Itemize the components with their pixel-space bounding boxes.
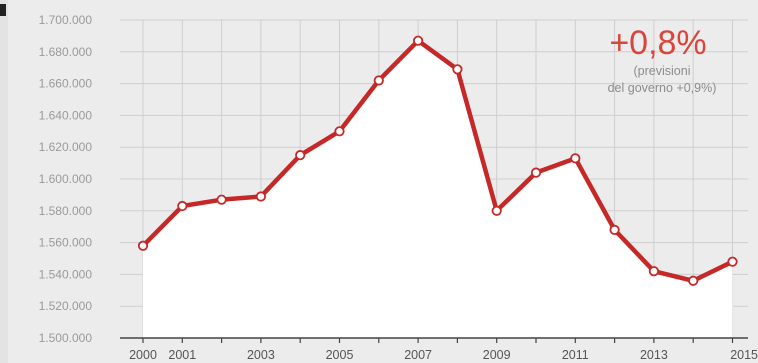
data-point-2015 bbox=[727, 256, 738, 267]
x-tick-label: 2013 bbox=[640, 348, 668, 362]
y-tick-label: 1.640.000 bbox=[39, 108, 93, 122]
y-tick-label: 1.600.000 bbox=[39, 172, 93, 186]
x-tick-label: 2007 bbox=[404, 348, 432, 362]
data-point-2004 bbox=[295, 150, 306, 161]
y-tick-label: 1.660.000 bbox=[39, 77, 93, 91]
left-edge-strip bbox=[0, 0, 8, 363]
data-point-2001 bbox=[177, 200, 188, 212]
y-tick-labels: 1.500.000 1.520.000 1.540.000 1.560.000 1.58… bbox=[39, 13, 93, 345]
x-tick-label: 2001 bbox=[168, 348, 196, 362]
y-tick-label: 1.560.000 bbox=[39, 236, 93, 250]
x-tick-label: 2015 bbox=[730, 348, 758, 362]
markers-layer bbox=[137, 35, 738, 286]
y-tick-label: 1.540.000 bbox=[39, 267, 93, 281]
corner-mark bbox=[0, 4, 6, 16]
y-tick-label: 1.680.000 bbox=[39, 45, 93, 59]
data-point-2002 bbox=[216, 194, 227, 205]
data-point-2005 bbox=[334, 126, 345, 137]
data-point-2007 bbox=[412, 35, 424, 46]
data-point-2000 bbox=[137, 240, 149, 251]
data-point-2010 bbox=[530, 167, 542, 178]
data-point-2003 bbox=[255, 191, 266, 202]
data-point-2006 bbox=[373, 75, 384, 86]
x-tick-label: 2009 bbox=[483, 348, 511, 362]
data-point-2009 bbox=[491, 205, 502, 216]
data-point-2011 bbox=[570, 153, 581, 164]
series-area bbox=[143, 40, 733, 339]
y-tick-label: 1.500.000 bbox=[39, 331, 93, 345]
y-tick-label: 1.700.000 bbox=[39, 13, 93, 27]
y-tick-label: 1.580.000 bbox=[39, 204, 93, 218]
x-tick-label: 2005 bbox=[326, 348, 354, 362]
highlight-value-annotation: +0,8% bbox=[609, 24, 706, 62]
x-tick-label: 2003 bbox=[247, 348, 275, 362]
data-point-2014 bbox=[688, 275, 699, 286]
x-tick-label: 2000 bbox=[129, 348, 157, 362]
data-point-2008 bbox=[452, 64, 463, 75]
series-line bbox=[140, 38, 735, 284]
y-tick-label: 1.620.000 bbox=[39, 140, 93, 154]
x-tick-labels: 2000 2001 2003 2005 2007 2009 2011 2013 2015 bbox=[129, 348, 758, 362]
y-tick-label: 1.520.000 bbox=[39, 299, 93, 313]
forecast-note-line2: del governo +0,9%) bbox=[608, 81, 717, 95]
forecast-note-line1: (previsioni bbox=[634, 64, 691, 78]
area-layer bbox=[143, 40, 733, 339]
x-tick-label: 2011 bbox=[562, 348, 589, 362]
data-point-2013 bbox=[648, 266, 660, 277]
series-line-layer bbox=[140, 38, 735, 284]
data-point-2012 bbox=[609, 224, 620, 235]
